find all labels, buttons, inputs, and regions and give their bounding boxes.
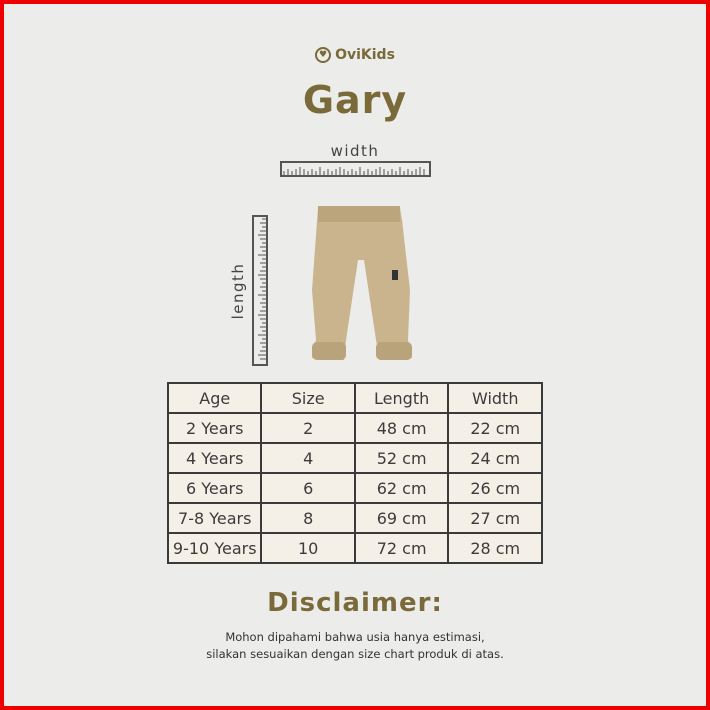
cell: 52 cm: [353, 442, 450, 474]
disclaimer-line-2: silakan sesuaikan dengan size chart prod…: [206, 647, 504, 661]
cell: 6: [260, 472, 356, 504]
cell: 26 cm: [447, 472, 543, 504]
cell: 72 cm: [353, 532, 450, 564]
cell: 22 cm: [447, 412, 543, 444]
length-label: length: [229, 262, 247, 320]
header-size: Size: [260, 382, 356, 414]
disclaimer-line-1: Mohon dipahami bahwa usia hanya estimasi…: [225, 630, 485, 644]
pants-image: [312, 206, 412, 360]
horizontal-ruler-icon: [280, 161, 431, 177]
width-label: width: [330, 142, 380, 160]
cell: 28 cm: [447, 532, 543, 564]
disclaimer-title: Disclaimer:: [267, 588, 443, 618]
table-row: 2 Years 2 48 cm 22 cm: [166, 412, 543, 444]
header-age: Age: [166, 382, 263, 414]
cell: 2 Years: [166, 412, 263, 444]
cell: 4 Years: [166, 442, 263, 474]
cell: 7-8 Years: [166, 502, 263, 534]
cell: 48 cm: [353, 412, 450, 444]
table-row: 6 Years 6 62 cm 26 cm: [166, 472, 543, 504]
brand-name: OviKids: [335, 47, 395, 63]
cell: 62 cm: [353, 472, 450, 504]
cell: 10: [260, 532, 356, 564]
table-row: 9-10 Years 10 72 cm 28 cm: [166, 532, 543, 564]
cell: 27 cm: [447, 502, 543, 534]
heart-icon: ♥: [315, 47, 332, 63]
table-row: 4 Years 4 52 cm 24 cm: [166, 442, 543, 474]
cell: 8: [260, 502, 356, 534]
frame: [4, 4, 706, 706]
cell: 2: [260, 412, 356, 444]
table-header-row: Age Size Length Width: [166, 382, 543, 414]
product-title: Gary: [302, 78, 408, 122]
cell: 24 cm: [447, 442, 543, 474]
cell: 69 cm: [353, 502, 450, 534]
vertical-ruler-icon: [252, 215, 268, 366]
cell: 6 Years: [166, 472, 263, 504]
header-length: Length: [353, 382, 450, 414]
brand-logo: ♥ OviKids: [0, 47, 710, 63]
table-row: 7-8 Years 8 69 cm 27 cm: [166, 502, 543, 534]
cell: 9-10 Years: [166, 532, 263, 564]
header-width: Width: [447, 382, 543, 414]
cell: 4: [260, 442, 356, 474]
size-chart-table: Age Size Length Width 2 Years 2 48 cm 22 cm…: [166, 382, 543, 564]
